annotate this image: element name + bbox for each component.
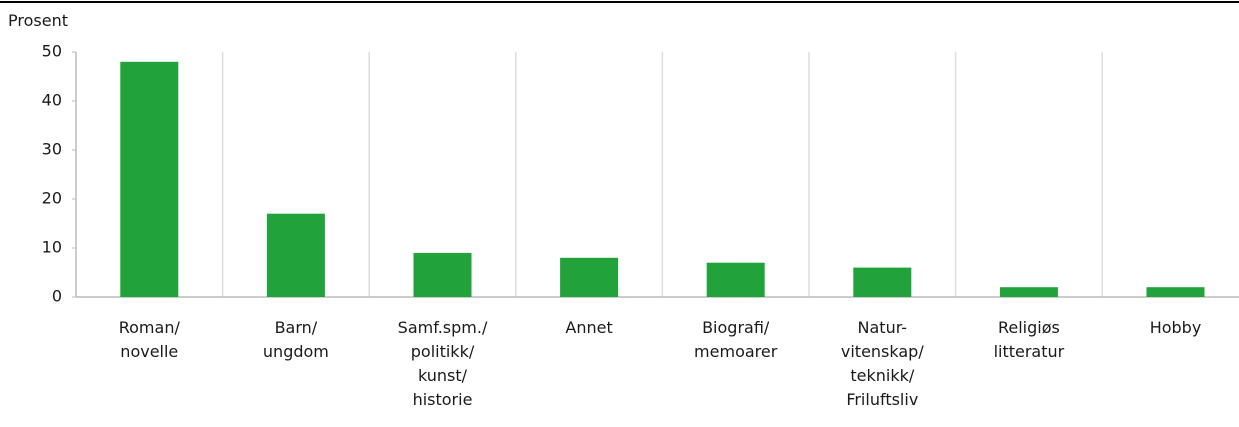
bar bbox=[1146, 287, 1205, 297]
bar bbox=[853, 267, 912, 297]
y-tick-label: 0 bbox=[52, 287, 62, 306]
bar bbox=[120, 61, 179, 297]
x-tick-label: Religiøs litteratur bbox=[993, 318, 1065, 361]
x-tick-label: Samf.spm./ politikk/ kunst/ historie bbox=[397, 318, 488, 409]
y-tick-label: 20 bbox=[42, 189, 62, 208]
y-tick-label: 50 bbox=[42, 42, 62, 61]
y-tick-label: 30 bbox=[42, 140, 62, 159]
x-tick-label: Annet bbox=[565, 318, 613, 337]
y-axis-label: Prosent bbox=[8, 11, 68, 30]
bar bbox=[706, 262, 765, 297]
bar bbox=[560, 257, 619, 297]
bar bbox=[266, 213, 325, 297]
x-tick-label: Biografi/ memoarer bbox=[694, 318, 778, 361]
y-tick-label: 40 bbox=[42, 91, 62, 110]
bar bbox=[413, 252, 472, 297]
x-tick-label: Natur- vitenskap/ teknikk/ Friluftsliv bbox=[840, 318, 924, 409]
x-tick-label: Roman/ novelle bbox=[118, 318, 180, 361]
x-tick-label: Hobby bbox=[1149, 318, 1202, 337]
y-tick-label: 10 bbox=[42, 238, 62, 257]
bar bbox=[999, 287, 1058, 297]
x-tick-label: Barn/ ungdom bbox=[262, 318, 329, 361]
